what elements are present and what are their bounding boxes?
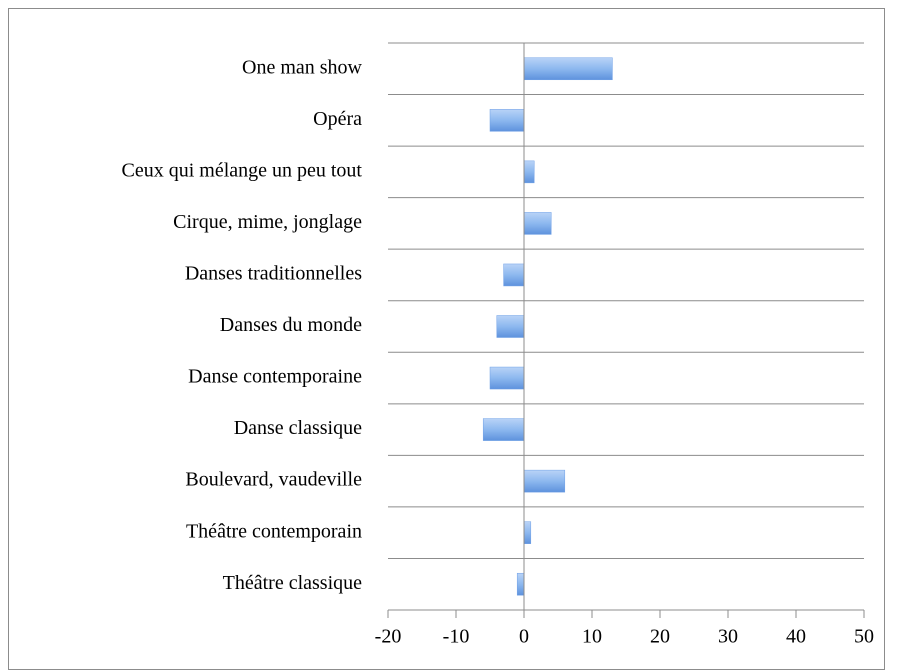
x-tick-label: 30: [718, 626, 738, 648]
y-tick-label: Danse classique: [234, 417, 362, 439]
bar: [516, 572, 525, 596]
x-tick-label: 50: [854, 626, 874, 648]
y-tick-label: Danses du monde: [220, 314, 362, 336]
x-tick-label: 40: [786, 626, 806, 648]
chart-frame: [8, 8, 885, 670]
bar: [523, 521, 532, 544]
x-tick-label: 20: [650, 626, 670, 648]
x-tick-label: 10: [582, 626, 602, 648]
y-tick-label: Opéra: [313, 108, 362, 130]
bar: [503, 263, 525, 287]
bar: [523, 469, 566, 493]
bar: [482, 418, 525, 441]
x-tick-label: 0: [519, 626, 529, 648]
bar: [523, 212, 552, 235]
bar: [523, 160, 535, 184]
y-tick-label: Cirque, mime, jonglage: [173, 211, 362, 233]
y-tick-label: Danses traditionnelles: [185, 263, 362, 285]
bar: [489, 109, 525, 132]
x-tick-label: -20: [375, 626, 402, 648]
bar: [489, 366, 525, 390]
y-tick-label: Danse contemporaine: [188, 366, 362, 388]
y-tick-label: Théâtre contemporain: [186, 520, 362, 542]
y-tick-label: One man show: [242, 56, 363, 78]
y-tick-label: Boulevard, vaudeville: [185, 469, 362, 491]
bar: [496, 315, 525, 338]
x-tick-label: -10: [443, 626, 470, 648]
y-tick-label: Théâtre classique: [223, 572, 362, 594]
y-tick-label: Ceux qui mélange un peu tout: [121, 159, 362, 181]
bar: [523, 57, 613, 81]
